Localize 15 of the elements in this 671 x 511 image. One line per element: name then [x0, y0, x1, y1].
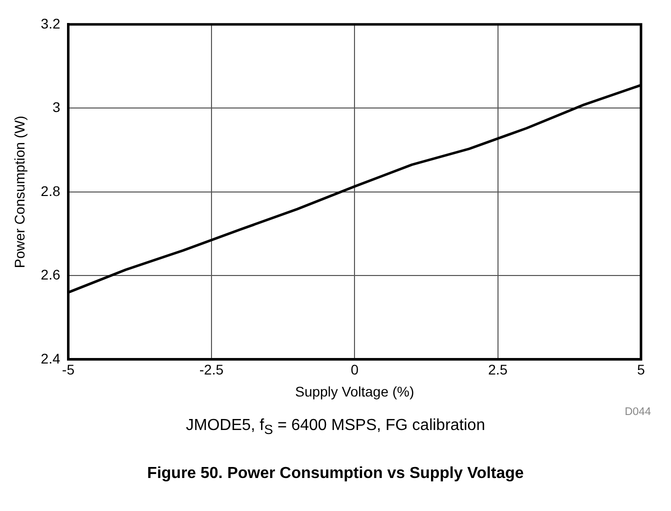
x-tick-label: -5: [62, 362, 75, 378]
y-tick-label: 2.4: [40, 350, 60, 366]
x-tick-label: 2.5: [488, 362, 508, 378]
y-tick-label: 2.8: [40, 182, 60, 199]
x-tick-label: 5: [637, 362, 646, 378]
y-tick-label: 3.2: [40, 15, 60, 32]
x-axis-title: Supply Voltage (%): [295, 383, 414, 400]
y-tick-label: 3: [52, 99, 60, 116]
y-tick-label: 2.6: [40, 266, 60, 283]
text: D044: [624, 406, 651, 418]
x-tick-label: 0: [350, 362, 359, 378]
y-axis-title: Power Consumption (W): [11, 116, 28, 268]
x-tick-label: -2.5: [199, 362, 224, 378]
text: JMODE5, f$_{S}$ = 6400 MSPS, FG calibration: [184, 417, 486, 438]
text: Figure 50. Power Consumption vs Supply Voltage: [146, 465, 525, 484]
